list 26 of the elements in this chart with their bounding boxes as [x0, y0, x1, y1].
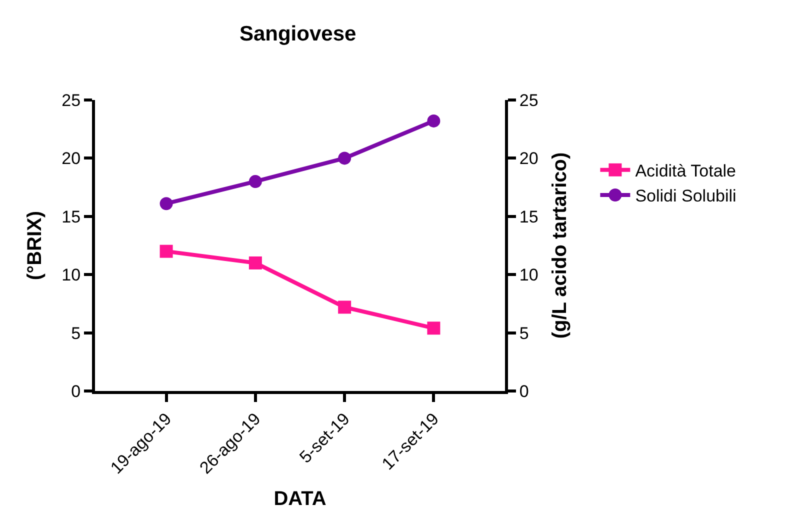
point [427, 322, 440, 335]
legend-label: Acidità Totale [635, 162, 736, 181]
y2-tick-label: 0 [519, 382, 529, 401]
point [338, 152, 352, 165]
y-tick-label: 15 [62, 207, 81, 226]
x-axis-title: DATA [274, 488, 326, 510]
point [338, 300, 352, 314]
point [160, 197, 173, 210]
y2-tick-label: 15 [519, 207, 538, 226]
point [248, 256, 262, 270]
point [248, 174, 262, 188]
chart-title: Sangiovese [239, 22, 356, 46]
y2-tick-label: 25 [519, 90, 538, 110]
legend-label: Solidi Solubili [635, 186, 736, 206]
y2-tick-label: 20 [519, 149, 538, 168]
y2-tick-label: 5 [519, 324, 529, 343]
y-tick-label: 25 [62, 90, 81, 110]
point [427, 114, 440, 128]
y2-tick-label: 10 [519, 266, 538, 285]
y-tick-label: 0 [71, 382, 81, 401]
y-tick-label: 5 [71, 324, 81, 343]
y-tick-label: 20 [62, 149, 81, 168]
y-axis-title: (°BRIX) [24, 210, 46, 280]
point [160, 244, 173, 258]
y-tick-label: 10 [62, 266, 81, 285]
y2-axis-title: (g/L acido tartarico) [548, 152, 571, 339]
